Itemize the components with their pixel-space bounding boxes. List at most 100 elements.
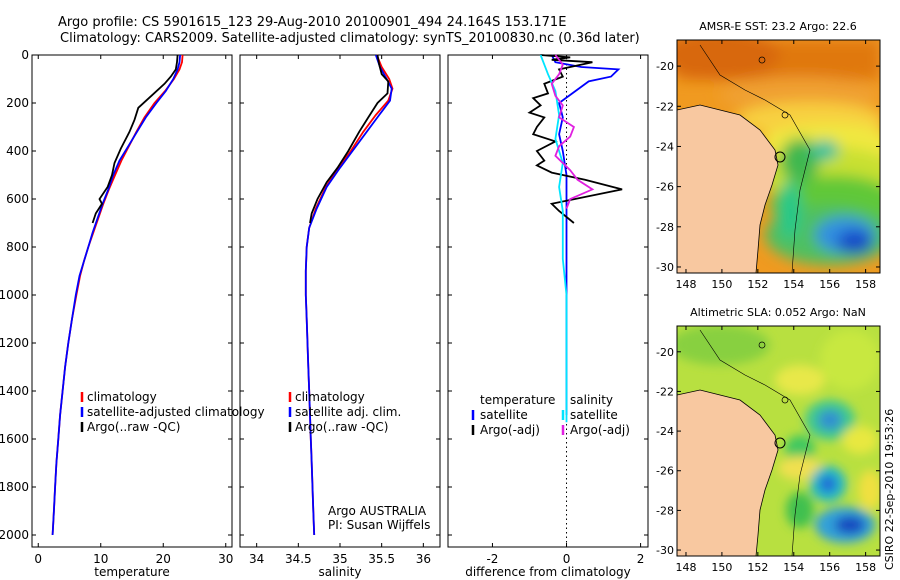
y-tick-label: 1600 xyxy=(0,432,29,446)
salinity-series-satellite-adj-clim xyxy=(304,54,393,536)
sla-field xyxy=(677,326,880,543)
legend-label: climatology xyxy=(87,390,157,404)
y-tick-label: 1800 xyxy=(0,480,29,494)
annotation-text: Argo AUSTRALIA xyxy=(328,504,427,518)
x-tick-label: 0 xyxy=(563,552,571,566)
map-y-tick-label: -28 xyxy=(656,221,674,234)
sla-isobath xyxy=(699,329,811,556)
legend-label: satellite adj. clim. xyxy=(295,405,401,419)
sla-map-axes: 148 150 152 154 156 158 -20 -22 -24 -26 -28 -30 xyxy=(656,326,880,574)
legend-label: Argo(-adj) xyxy=(480,423,540,437)
x-tick-label: 0 xyxy=(34,552,42,566)
salinity-plot-frame xyxy=(239,54,441,548)
legend-label: Argo(..raw -QC) xyxy=(87,420,180,434)
temperature-profile-panel: 0 200 400 600 800 1000 1200 1400 1600 1800 2000 0 10… xyxy=(0,48,265,579)
sst-isobath xyxy=(699,44,811,273)
sla-island xyxy=(781,396,789,404)
sst-island xyxy=(758,56,766,64)
sla-map xyxy=(677,326,880,556)
y-tick-label: 200 xyxy=(6,96,29,110)
map-x-tick-label: 150 xyxy=(711,561,732,574)
map-y-tick-label: -22 xyxy=(656,100,674,113)
sst-map-title: AMSR-E SST: 23.2 Argo: 22.6 xyxy=(699,20,857,33)
y-tick-label: 400 xyxy=(6,144,29,158)
legend-label: Argo(-adj) xyxy=(570,423,630,437)
map-y-tick-label: -28 xyxy=(656,504,674,517)
x-tick-label: 2 xyxy=(637,552,645,566)
sla-map-frame xyxy=(676,325,881,557)
sst-map-axes: 148 150 152 154 156 158 -20 -22 -24 -26 -28 -30 xyxy=(656,40,880,291)
y-tick-label: 2000 xyxy=(0,528,29,542)
sst-argo-marker xyxy=(774,151,786,163)
sla-island xyxy=(758,341,766,349)
temperature-series-argo-raw-qc xyxy=(91,54,179,224)
y-tick-label: 1400 xyxy=(0,384,29,398)
sla-argo-marker xyxy=(774,437,786,449)
legend-label: Argo(..raw -QC) xyxy=(295,420,388,434)
map-x-tick-label: 154 xyxy=(783,561,804,574)
y-tick-label: 1200 xyxy=(0,336,29,350)
legend-label: satellite xyxy=(480,408,528,422)
sst-field xyxy=(677,40,880,265)
y-tick-label: 1000 xyxy=(0,288,29,302)
sst-land xyxy=(677,105,778,273)
x-tick-label: 35.5 xyxy=(368,552,395,566)
temperature-axis-label: temperature xyxy=(94,565,169,579)
difference-series-temperature-argo-adj xyxy=(527,54,623,224)
sst-island xyxy=(781,111,789,119)
header-line-1: Argo profile: CS 5901615_123 29-Aug-2010… xyxy=(58,15,566,30)
x-tick-label: 20 xyxy=(156,552,171,566)
map-y-tick-label: -26 xyxy=(656,181,674,194)
y-tick-label: 800 xyxy=(6,240,29,254)
sst-coastline xyxy=(677,104,779,273)
legend-label: temperature xyxy=(480,393,555,407)
map-x-tick-label: 150 xyxy=(711,278,732,291)
sst-map-frame xyxy=(676,39,881,274)
map-x-tick-label: 158 xyxy=(855,278,876,291)
map-x-tick-label: 148 xyxy=(675,278,696,291)
map-x-tick-label: 152 xyxy=(747,278,768,291)
legend-label: satellite-adjusted climatology xyxy=(87,405,265,419)
x-tick-label: 10 xyxy=(93,552,108,566)
map-y-tick-label: -20 xyxy=(656,346,674,359)
legend-label: salinity xyxy=(570,393,613,407)
x-tick-label: -2 xyxy=(486,552,498,566)
difference-series-salinity-satellite xyxy=(539,54,568,423)
temperature-series-satellite-adjusted-climatology xyxy=(51,54,181,536)
map-x-tick-label: 156 xyxy=(819,561,840,574)
difference-series-salinity-argo-adj xyxy=(550,54,595,209)
map-x-tick-label: 156 xyxy=(819,278,840,291)
map-x-tick-label: 152 xyxy=(747,561,768,574)
sla-coastline xyxy=(677,389,779,556)
x-tick-label: 34 xyxy=(249,552,264,566)
sla-land xyxy=(677,390,778,556)
sst-map xyxy=(677,40,880,273)
salinity-profile-panel: 34 34.5 35 35.5 36 salinity climatologysatelli… xyxy=(239,54,441,579)
map-y-tick-label: -24 xyxy=(656,140,674,153)
y-tick-label: 600 xyxy=(6,192,29,206)
difference-plot-frame xyxy=(447,54,649,548)
x-tick-label: 30 xyxy=(218,552,233,566)
map-x-tick-label: 148 xyxy=(675,561,696,574)
temperature-series-climatology xyxy=(51,54,184,536)
y-tick-label: 0 xyxy=(21,48,29,62)
map-y-tick-label: -30 xyxy=(656,261,674,274)
map-x-tick-label: 154 xyxy=(783,278,804,291)
x-tick-label: 34.5 xyxy=(285,552,312,566)
difference-axis-label: difference from climatology xyxy=(465,565,631,579)
map-y-tick-label: -26 xyxy=(656,465,674,478)
x-tick-label: 35 xyxy=(332,552,347,566)
salinity-series-climatology xyxy=(304,54,394,536)
salinity-series-argo-raw-qc xyxy=(309,54,390,224)
sla-map-title: Altimetric SLA: 0.052 Argo: NaN xyxy=(690,306,866,319)
x-tick-label: 36 xyxy=(416,552,431,566)
legend-label: climatology xyxy=(295,390,365,404)
map-y-tick-label: -22 xyxy=(656,385,674,398)
map-y-tick-label: -20 xyxy=(656,60,674,73)
timestamp-stamp: CSIRO 22-Sep-2010 19:53:26 xyxy=(883,409,896,570)
salinity-axis-label: salinity xyxy=(318,565,361,579)
annotation-text: PI: Susan Wijffels xyxy=(328,518,430,532)
map-x-tick-label: 158 xyxy=(855,561,876,574)
header-line-2: Climatology: CARS2009. Satellite-adjuste… xyxy=(60,31,640,46)
